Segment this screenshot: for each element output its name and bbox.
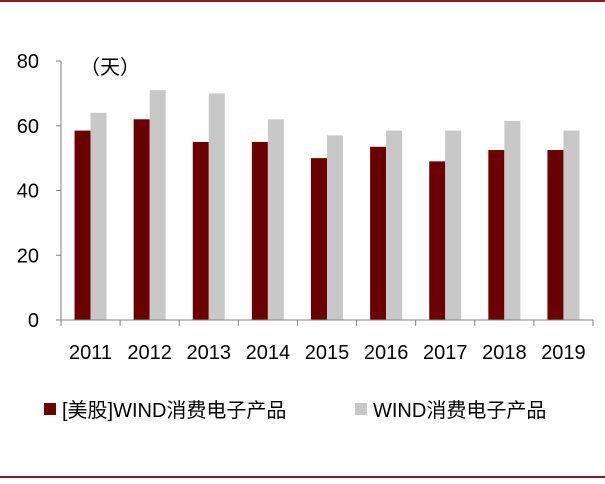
y-axis: 0 20 40 60 80 [17,51,62,332]
bar-series-1 [74,130,91,320]
bar-series-1 [370,146,387,320]
bar-series-1 [192,141,209,320]
y-tick-label: 80 [17,51,39,73]
bars [74,90,580,321]
x-tick-label: 2019 [541,342,586,364]
x-tick-label: 2014 [246,342,291,364]
legend-swatch [44,403,56,415]
x-tick-label: 2013 [187,342,232,364]
bar-series-1 [133,119,150,321]
y-tick-label: 40 [17,181,39,203]
bar-series-2 [445,130,462,320]
bar-series-2 [90,112,107,320]
bar-series-1 [251,141,268,320]
bar-series-2 [267,119,284,321]
legend: [美股]WIND消费电子产品 WIND消费电子产品 [44,399,546,422]
bar-series-1 [488,150,505,320]
legend-label: [美股]WIND消费电子产品 [62,399,286,422]
legend-swatch [355,403,367,415]
bar-series-2 [386,130,403,320]
x-tick-label: 2015 [305,342,350,364]
bar-series-1 [547,150,564,320]
x-tick-label: 2012 [127,342,172,364]
bar-series-1 [429,161,446,320]
legend-label: WIND消费电子产品 [373,399,546,422]
bar-series-2 [327,135,343,320]
bar-series-2 [504,120,521,320]
y-tick-label: 0 [28,310,39,332]
unit-label: （天） [80,56,140,79]
x-tick-label: 2017 [423,342,468,364]
x-tick-label: 2016 [364,342,409,364]
bar-series-2 [208,93,225,320]
y-tick-label: 60 [17,116,39,138]
bar-series-1 [311,158,327,320]
x-tick-label: 2018 [482,342,527,364]
bar-series-2 [563,130,580,320]
x-tick-label: 2011 [69,342,112,364]
bar-series-2 [149,90,166,320]
x-axis: 2011 2012 2013 2014 2015 2016 2017 2018 2019 [60,319,594,364]
y-tick-label: 20 [17,245,39,267]
